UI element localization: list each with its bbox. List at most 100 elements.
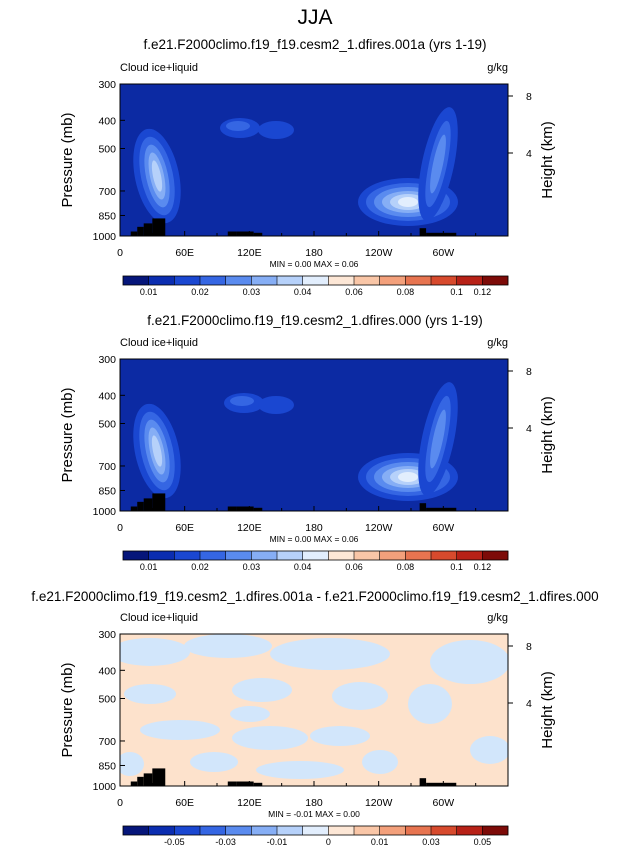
x-tick-label: 60W xyxy=(433,522,455,534)
y-axis-label-right: Height (km) xyxy=(539,396,556,474)
colorbar-label: -0.03 xyxy=(215,837,236,847)
colorbar: 0.01 0.02 0.03 0.04 0.06 0.08 0.1 0.12 xyxy=(122,275,509,297)
min-max-stats: MIN = -0.01 MAX = 0.00 xyxy=(268,809,360,819)
colorbar-label: 0.02 xyxy=(191,287,209,297)
colorbar: 0.01 0.02 0.03 0.04 0.06 0.08 0.1 0.12 xyxy=(122,550,509,572)
y-tick-label: 1000 xyxy=(93,506,117,518)
y-axis-left: 300 400 500 700 850 1000 xyxy=(93,629,125,793)
colorbar-swatch xyxy=(200,276,226,285)
colorbar-swatch xyxy=(123,276,149,285)
colorbar-swatch xyxy=(123,826,149,835)
panel-title: f.e21.F2000climo.f19_f19.cesm2_1.dfires.… xyxy=(144,37,487,52)
y2-tick-label: 8 xyxy=(526,366,532,378)
y2-tick-label: 8 xyxy=(526,91,532,103)
colorbar-swatch xyxy=(225,551,252,560)
y-tick-label: 700 xyxy=(98,186,116,198)
colorbar-swatch xyxy=(456,276,483,285)
colorbar-swatch xyxy=(482,826,509,835)
field-label: Cloud ice+liquid xyxy=(120,62,198,74)
y-axis-right: 84 xyxy=(508,641,532,710)
contour-field xyxy=(120,84,508,236)
colorbar-swatch xyxy=(456,826,483,835)
y-axis-right: 84 xyxy=(508,91,532,160)
y2-tick-label: 4 xyxy=(526,148,532,160)
contour-field xyxy=(120,359,508,511)
x-tick-label: 120E xyxy=(237,797,262,809)
x-tick-label: 180 xyxy=(305,797,323,809)
y-tick-label: 850 xyxy=(98,485,116,497)
colorbar-swatch xyxy=(148,276,175,285)
min-max-stats: MIN = 0.00 MAX = 0.06 xyxy=(270,259,359,269)
colorbar-swatch xyxy=(379,276,406,285)
topography-mask xyxy=(130,493,457,511)
colorbar-label: 0 xyxy=(326,837,331,847)
topography-mask xyxy=(130,768,457,786)
y-tick-label: 700 xyxy=(98,736,116,748)
colorbar-label: 0.04 xyxy=(294,287,312,297)
colorbar-swatch xyxy=(328,826,355,835)
colorbar-swatch xyxy=(405,276,432,285)
panel-2: f.e21.F2000climo.f19_f19.cesm2_1.dfires.… xyxy=(59,313,556,572)
y-tick-label: 400 xyxy=(98,665,116,677)
colorbar-label: 0.08 xyxy=(397,562,415,572)
colorbar-label: 0.03 xyxy=(243,562,261,572)
x-tick-label: 120W xyxy=(365,522,393,534)
colorbar-swatch xyxy=(225,826,252,835)
colorbar-swatch xyxy=(302,276,329,285)
y-axis-right: 84 xyxy=(508,366,532,435)
colorbar-swatch xyxy=(379,551,406,560)
min-max-stats: MIN = 0.00 MAX = 0.06 xyxy=(270,534,359,544)
topography-mask xyxy=(130,218,457,236)
y-tick-label: 500 xyxy=(98,693,116,705)
colorbar-label: 0.03 xyxy=(243,287,261,297)
colorbar-label: 0.12 xyxy=(474,562,492,572)
y-tick-label: 1000 xyxy=(93,231,117,243)
colorbar-swatch xyxy=(251,826,278,835)
colorbar-swatch xyxy=(277,826,303,835)
x-tick-label: 180 xyxy=(305,247,323,259)
colorbar-swatch xyxy=(328,276,355,285)
y-tick-label: 300 xyxy=(98,629,116,641)
panel-title: f.e21.F2000climo.f19_f19.cesm2_1.dfires.… xyxy=(147,313,482,328)
y-tick-label: 400 xyxy=(98,390,116,402)
y-tick-label: 500 xyxy=(98,143,116,155)
colorbar-swatch xyxy=(405,826,432,835)
colorbar-label: 0.06 xyxy=(345,287,363,297)
x-tick-label: 60E xyxy=(175,797,194,809)
colorbar-label: 0.12 xyxy=(474,287,492,297)
x-axis: 0 60E 120E 180 120W 60W xyxy=(117,231,477,259)
x-tick-label: 180 xyxy=(305,522,323,534)
x-tick-label: 120W xyxy=(365,797,393,809)
x-axis: 0 60E 120E 180 120W 60W xyxy=(117,781,477,809)
colorbar-label: 0.01 xyxy=(371,837,389,847)
x-tick-label: 120E xyxy=(237,247,262,259)
y-axis-label-left: Pressure (mb) xyxy=(59,112,76,207)
y-axis-label-left: Pressure (mb) xyxy=(59,387,76,482)
units-label: g/kg xyxy=(487,612,508,624)
y-tick-label: 850 xyxy=(98,210,116,222)
y-tick-label: 500 xyxy=(98,418,116,430)
y2-tick-label: 4 xyxy=(526,423,532,435)
x-tick-label: 0 xyxy=(117,247,123,259)
colorbar-swatch xyxy=(251,551,278,560)
x-axis: 0 60E 120E 180 120W 60W xyxy=(117,506,477,534)
y-tick-label: 850 xyxy=(98,760,116,772)
colorbar-label: 0.1 xyxy=(450,287,463,297)
colorbar-swatch xyxy=(482,276,509,285)
colorbar-swatch xyxy=(354,276,380,285)
y-axis-left: 300 400 500 700 850 1000 xyxy=(93,79,125,243)
colorbar-label: 0.01 xyxy=(140,562,158,572)
colorbar-label: 0.03 xyxy=(422,837,440,847)
colorbar-swatch xyxy=(225,276,252,285)
colorbar-swatch xyxy=(456,551,483,560)
colorbar-swatch xyxy=(200,826,226,835)
colorbar-swatch xyxy=(277,276,303,285)
colorbar-swatch xyxy=(379,826,406,835)
y-tick-label: 700 xyxy=(98,461,116,473)
x-tick-label: 120W xyxy=(365,247,393,259)
colorbar-swatch xyxy=(302,826,329,835)
units-label: g/kg xyxy=(487,337,508,349)
colorbar-swatch xyxy=(328,551,355,560)
colorbar-swatch xyxy=(148,826,175,835)
colorbar-label: 0.08 xyxy=(397,287,415,297)
